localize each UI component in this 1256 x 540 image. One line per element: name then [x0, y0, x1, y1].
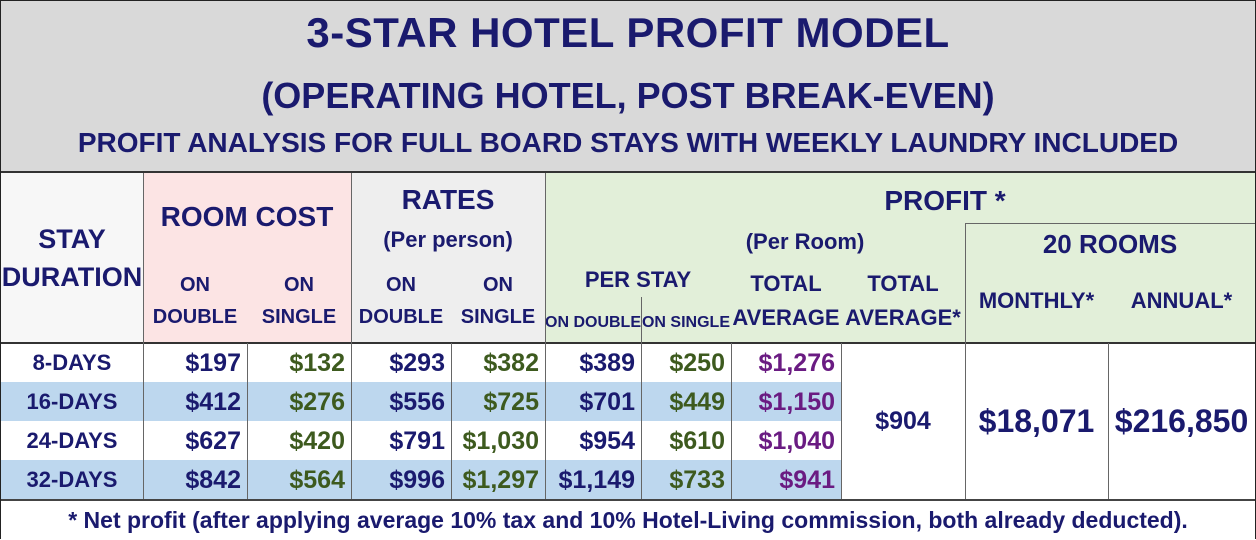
grid-line: [545, 173, 546, 499]
profit-single-cell: $733: [641, 460, 731, 499]
monthly-value-cell: $18,071: [965, 343, 1108, 499]
room-cost-header: ROOM COST: [160, 201, 334, 232]
grid-line: [143, 173, 144, 499]
rate-single-cell: $1,297: [451, 460, 545, 499]
rate-single-cell: $1,030: [451, 421, 545, 460]
annual-value: $216,850: [1114, 403, 1249, 439]
monthly-value: $18,071: [978, 403, 1095, 439]
profit-single-cell: $449: [641, 382, 731, 421]
room-cost-double-cell: $627: [143, 421, 247, 460]
rate-double-cell: $996: [351, 460, 451, 499]
grid-line: [641, 297, 642, 499]
profit-double-cell: $954: [545, 421, 641, 460]
profit-total-average-cell: $941: [731, 460, 841, 499]
grid-line: [1, 171, 1255, 173]
rate-double-cell: $791: [351, 421, 451, 460]
annual-header: ANNUAL*: [1130, 288, 1233, 313]
page-subtitle: (OPERATING HOTEL, POST BREAK-EVEN): [261, 75, 995, 116]
room-cost-double-cell: $842: [143, 460, 247, 499]
grid-line: [351, 173, 352, 499]
profit-total-average-cell: $1,040: [731, 421, 841, 460]
stay-duration-header: STAY DURATION: [1, 173, 143, 343]
room-cost-on-single-header: ON SINGLE: [261, 274, 337, 328]
total-average-value-cell: $904: [841, 343, 965, 499]
room-cost-on-double-header: ON DOUBLE: [152, 274, 238, 328]
stay-label: STAY: [38, 224, 106, 254]
grid-line: [1108, 343, 1109, 499]
per-stay-header: PER STAY: [584, 267, 692, 292]
overall-total-average-header: TOTAL AVERAGE*: [845, 271, 961, 330]
grid-line: [1, 342, 1255, 344]
profit-header: PROFIT *: [884, 185, 1006, 216]
profit-header-block: [545, 173, 1255, 343]
room-cost-double-cell: $412: [143, 382, 247, 421]
rate-single-cell: $725: [451, 382, 545, 421]
rates-per-person: (Per person): [383, 227, 513, 252]
stay-duration-cell: 8-DAYS: [1, 343, 143, 382]
grid-line: [841, 343, 842, 499]
monthly-header: MONTHLY*: [978, 288, 1095, 313]
per-stay-on-single-header: ON SINGLE: [641, 314, 730, 331]
room-cost-header-block: [143, 173, 351, 343]
rates-on-single-header: ON SINGLE: [460, 274, 536, 328]
title-band: 3-STAR HOTEL PROFIT MODEL (OPERATING HOT…: [1, 1, 1255, 173]
grid-line: [965, 223, 966, 499]
stay-duration-cell: 32-DAYS: [1, 460, 143, 499]
profit-double-cell: $1,149: [545, 460, 641, 499]
rate-double-cell: $293: [351, 343, 451, 382]
room-cost-single-cell: $564: [247, 460, 351, 499]
page-subheading: PROFIT ANALYSIS FOR FULL BOARD STAYS WIT…: [77, 127, 1179, 158]
footnote: * Net profit (after applying average 10%…: [1, 499, 1255, 540]
per-stay-on-double-header: ON DOUBLE: [545, 314, 641, 331]
total-average-header: TOTAL AVERAGE: [732, 271, 840, 330]
room-cost-single-cell: $276: [247, 382, 351, 421]
profit-total-average-cell: $1,276: [731, 343, 841, 382]
stay-duration-cell: 16-DAYS: [1, 382, 143, 421]
grid-line: [965, 223, 1255, 224]
rate-single-cell: $382: [451, 343, 545, 382]
profit-single-cell: $610: [641, 421, 731, 460]
room-cost-single-cell: $132: [247, 343, 351, 382]
profit-double-cell: $701: [545, 382, 641, 421]
rates-header-block: [351, 173, 545, 343]
grid-line: [451, 343, 452, 499]
profit-total-average-cell: $1,150: [731, 382, 841, 421]
room-cost-double-cell: $197: [143, 343, 247, 382]
rate-double-cell: $556: [351, 382, 451, 421]
profit-single-cell: $250: [641, 343, 731, 382]
rates-on-double-header: ON DOUBLE: [358, 274, 444, 328]
annual-value-cell: $216,850: [1108, 343, 1255, 499]
grid-line: [247, 343, 248, 499]
profit-double-cell: $389: [545, 343, 641, 382]
room-cost-single-cell: $420: [247, 421, 351, 460]
duration-label: DURATION: [1, 262, 143, 292]
profit-per-room: (Per Room): [745, 229, 865, 254]
rates-header: RATES: [401, 184, 495, 215]
twenty-rooms-header: 20 ROOMS: [1042, 229, 1178, 259]
stay-duration-cell: 24-DAYS: [1, 421, 143, 460]
page-title: 3-STAR HOTEL PROFIT MODEL: [306, 9, 950, 56]
grid-line: [731, 343, 732, 499]
total-average-value: $904: [875, 406, 931, 435]
